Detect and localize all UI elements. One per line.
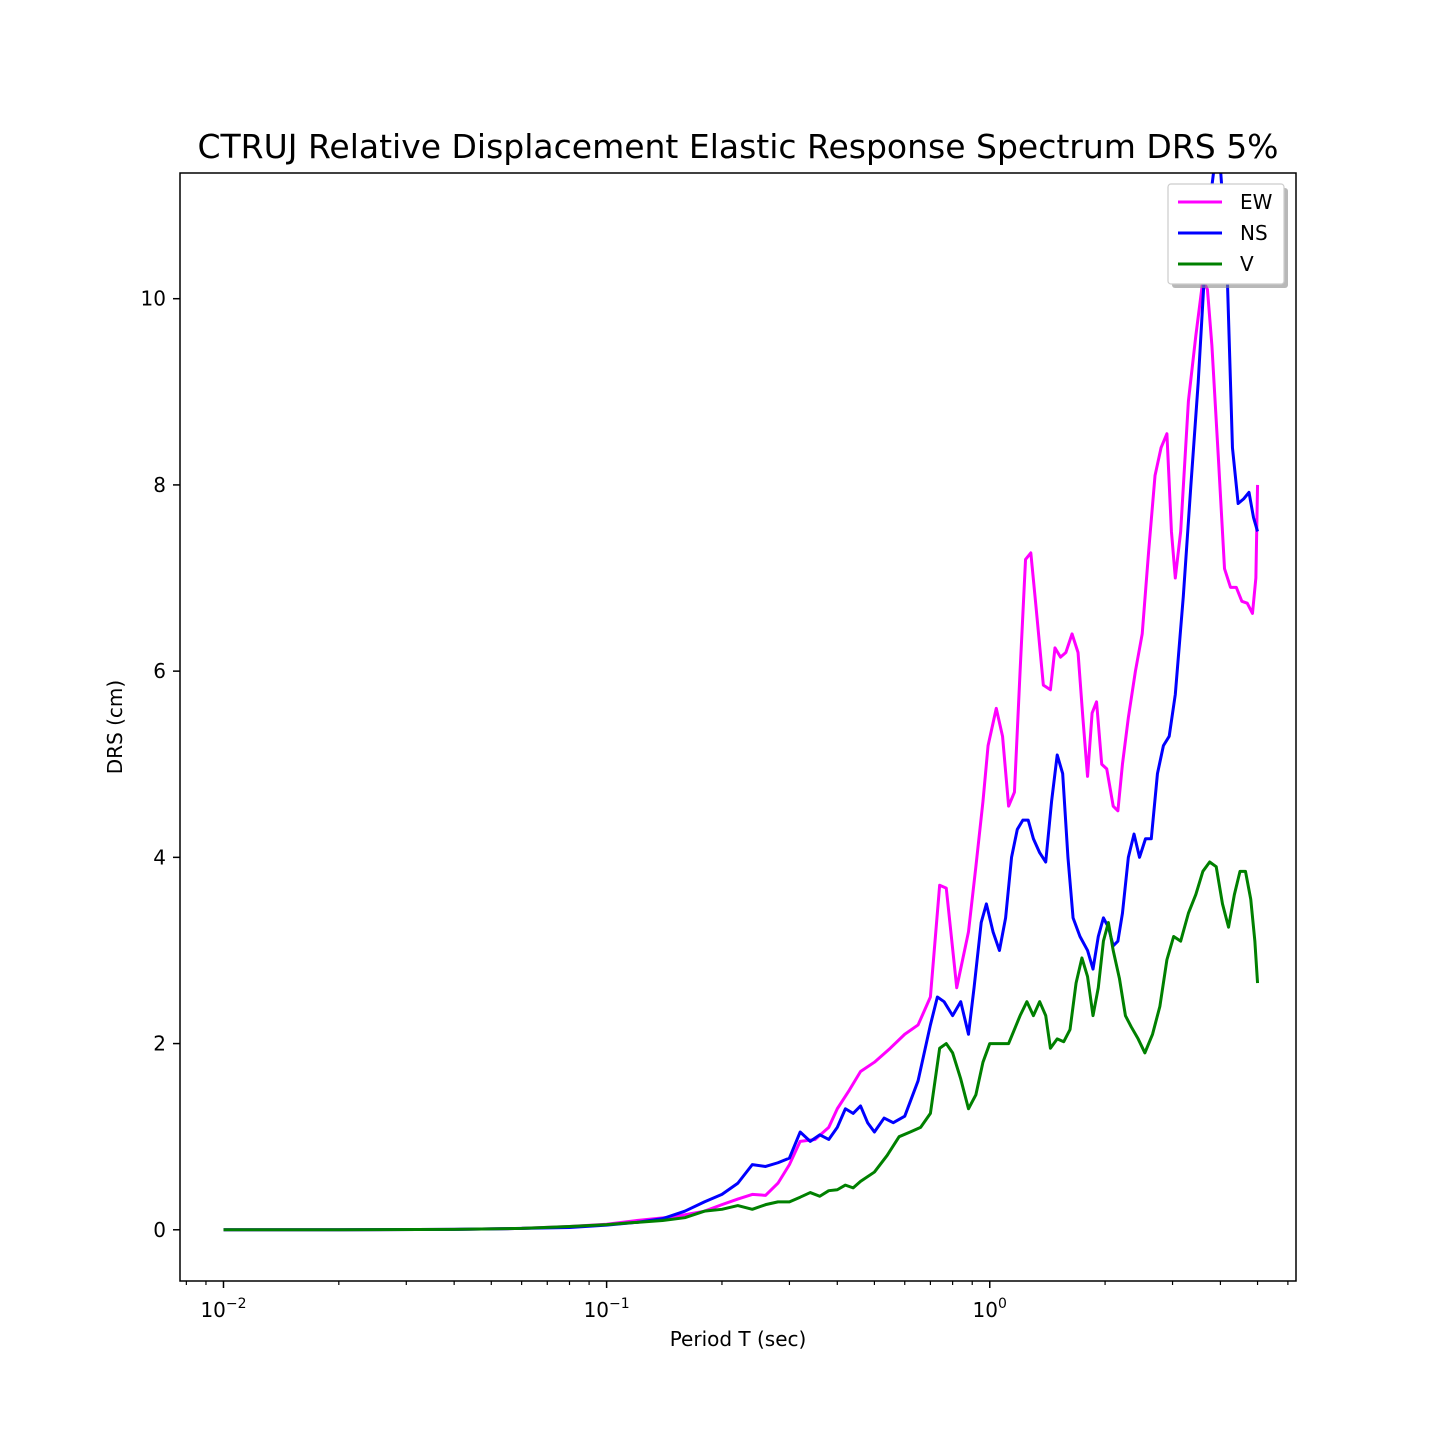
x-axis: 10−2 10−1 100 [185, 1281, 1289, 1322]
y-tick-label: 4 [153, 845, 166, 869]
legend-label-ns: NS [1240, 221, 1268, 245]
y-axis-label: DRS (cm) [103, 680, 127, 774]
x-tick-label: 100 [973, 1296, 1007, 1322]
y-tick-label: 8 [153, 473, 166, 497]
legend-label-v: V [1240, 252, 1254, 276]
series-line-v [223, 860, 1260, 1232]
legend-box [1167, 183, 1285, 285]
y-tick-label: 0 [153, 1218, 166, 1242]
y-tick-label: 6 [153, 659, 166, 683]
series-layer [223, 173, 1260, 1232]
legend-label-ew: EW [1240, 190, 1273, 214]
x-tick-label: 10−2 [200, 1296, 246, 1322]
x-axis-label: Period T (sec) [670, 1327, 807, 1351]
series-line-ew [223, 278, 1260, 1232]
plot-area [179, 172, 1297, 1282]
chart-title: CTRUJ Relative Displacement Elastic Resp… [197, 127, 1278, 166]
y-tick-label: 10 [141, 287, 166, 311]
x-tick-label: 10−1 [584, 1296, 630, 1322]
legend: EW NS V [1167, 183, 1288, 288]
y-axis: 0 2 4 6 8 10 [141, 287, 180, 1242]
series-line-ns [223, 173, 1259, 1232]
y-tick-label: 2 [153, 1032, 166, 1056]
plot-frame [179, 172, 1297, 1282]
